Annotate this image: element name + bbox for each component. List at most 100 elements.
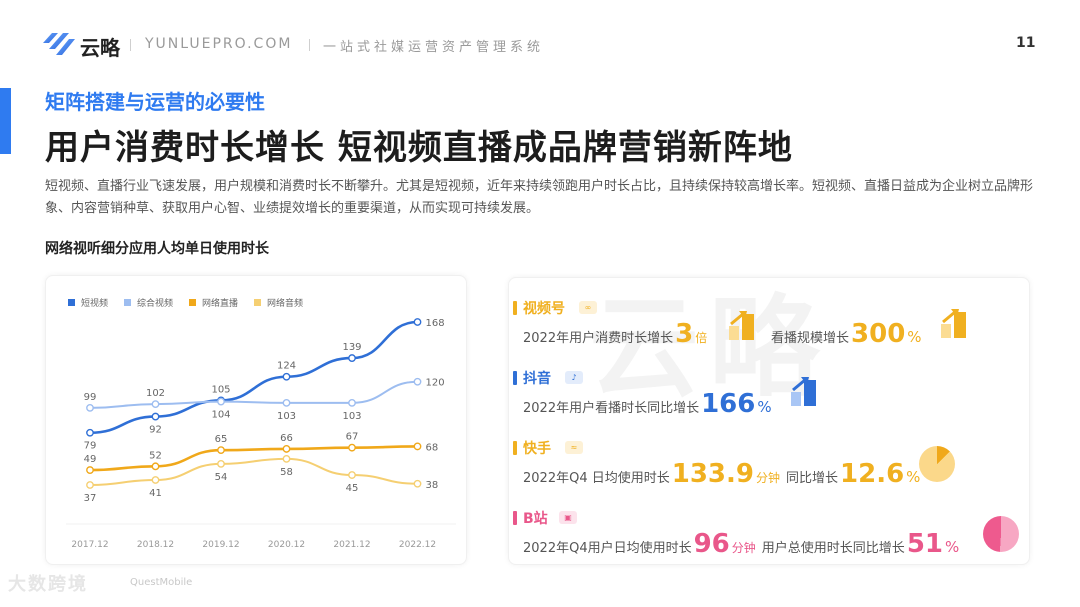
data-label: 104 xyxy=(211,410,230,421)
data-label: 139 xyxy=(342,342,361,353)
legend-item: 短视频 xyxy=(68,296,108,309)
chart-legend: 短视频 综合视频 网络直播 网络音频 xyxy=(68,296,303,309)
platform-marker xyxy=(513,511,517,525)
data-label: 99 xyxy=(84,392,97,403)
platform-marker xyxy=(513,371,517,385)
line-chart-card: 短视频 综合视频 网络直播 网络音频 79 92 105 124 139 168 99 102 104… xyxy=(45,275,467,565)
data-point xyxy=(86,403,94,412)
data-point xyxy=(217,459,225,468)
logo-icon xyxy=(43,33,75,55)
platform-marker xyxy=(513,301,517,315)
data-label: 79 xyxy=(84,441,97,452)
stat-unit: % xyxy=(757,398,772,416)
platform-name: 视频号 xyxy=(523,301,565,317)
data-point xyxy=(413,442,422,451)
data-label: 49 xyxy=(84,454,97,465)
section-subtitle: 矩阵搭建与运营的必要性 xyxy=(45,90,265,114)
data-point xyxy=(413,377,422,386)
platform-douyin: 抖音 ♪ 2022年用户看播时长同比增长 166 % xyxy=(509,362,1029,422)
header: 云略 YUNLUEPRO.COM 一站式社媒运营资产管理系统 11 xyxy=(0,0,1080,80)
data-label: 45 xyxy=(346,483,359,494)
pie-icon xyxy=(919,446,955,482)
kuaishou-icon: ≈ xyxy=(565,441,583,454)
description: 短视频、直播行业飞速发展，用户规模和消费时长不断攀升。尤其是短视频，近年来持续领… xyxy=(45,179,1034,216)
data-label: 65 xyxy=(215,434,228,445)
data-point xyxy=(348,471,356,479)
data-point xyxy=(86,466,94,474)
data-label: 67 xyxy=(346,432,359,443)
line-chart: 79 92 105 124 139 168 99 102 104 103 103 120 49 52 65 6… xyxy=(66,318,456,550)
stat-label: 看播规模增长 xyxy=(771,331,850,346)
x-tick-label: 2018.12 xyxy=(137,540,174,550)
data-point xyxy=(86,428,94,437)
data-label: 92 xyxy=(149,425,162,436)
data-label: 103 xyxy=(342,411,361,422)
data-point xyxy=(348,398,356,407)
growth-icon xyxy=(941,309,966,338)
watermark: 云略 xyxy=(589,284,829,412)
page-title: 用户消费时长增长 短视频直播成品牌营销新阵地 xyxy=(45,128,793,168)
platform-stats-card: 云略 视频号 ∞ 2022年用户消费时长增长 3 倍 看播规模增长 300 % … xyxy=(508,277,1030,565)
stat-value: 133.9 xyxy=(671,459,754,489)
data-point xyxy=(282,454,291,463)
stat-label: 2022年Q4用户日均使用时长 xyxy=(523,541,692,556)
platform-bilibili: B站 ▣ 2022年Q4用户日均使用时长 96 分钟 用户总使用时长同比增长 5… xyxy=(509,502,1029,562)
data-point xyxy=(217,397,225,406)
stat-unit: 分钟 xyxy=(731,541,756,555)
series-line xyxy=(89,445,418,472)
platform-stat-line: 2022年Q4用户日均使用时长 96 分钟 用户总使用时长同比增长 51 % xyxy=(523,530,965,558)
data-label: 58 xyxy=(280,467,293,478)
stat-unit: % xyxy=(906,468,921,486)
data-label: 102 xyxy=(146,388,165,399)
site-url: YUNLUEPRO.COM xyxy=(145,36,293,52)
chart-title: 网络视听细分应用人均单日使用时长 xyxy=(45,241,269,257)
data-point xyxy=(413,479,422,488)
data-label: 120 xyxy=(426,378,445,389)
stat-label: 用户总使用时长同比增长 xyxy=(761,541,905,556)
divider xyxy=(309,39,310,51)
data-source: QuestMobile xyxy=(130,577,193,588)
series-line xyxy=(89,320,418,435)
pie-icon xyxy=(983,516,1019,552)
legend-item: 网络音频 xyxy=(254,296,303,309)
data-label: 41 xyxy=(149,488,162,499)
legend-swatch xyxy=(254,299,262,306)
legend-swatch xyxy=(68,299,75,306)
data-label: 168 xyxy=(426,318,445,329)
platform-stat-line: 2022年用户看播时长同比增长 166 % xyxy=(523,390,778,418)
stat-value: 166 xyxy=(701,389,756,419)
stat-unit: % xyxy=(907,328,922,346)
x-tick-label: 2022.12 xyxy=(399,540,436,550)
platform-kuaishou: 快手 ≈ 2022年Q4 日均使用时长 133.9 分钟 同比增长 12.6 % xyxy=(509,432,1029,492)
platform-name: B站 xyxy=(523,511,548,527)
legend-label: 网络直播 xyxy=(202,299,239,309)
data-label: 38 xyxy=(426,480,439,491)
data-point xyxy=(282,445,291,453)
platform-stat-line-2: 看播规模增长 300 % xyxy=(771,320,928,348)
slogan: 一站式社媒运营资产管理系统 xyxy=(323,40,545,55)
stat-value: 12.6 xyxy=(840,459,905,489)
stat-unit: % xyxy=(945,538,960,556)
legend-label: 网络音频 xyxy=(267,299,304,309)
stat-value: 51 xyxy=(906,529,943,559)
data-label: 103 xyxy=(277,411,296,422)
stat-value: 3 xyxy=(675,319,694,349)
data-label: 54 xyxy=(215,472,228,483)
stat-value: 300 xyxy=(851,319,906,349)
platform-stat-line: 2022年用户消费时长增长 3 倍 xyxy=(523,320,713,348)
series-line xyxy=(89,380,418,409)
stat-unit: 倍 xyxy=(695,331,708,345)
legend-item: 综合视频 xyxy=(124,296,173,309)
data-point xyxy=(86,481,94,489)
data-label: 68 xyxy=(426,442,439,453)
x-tick-label: 2021.12 xyxy=(333,540,370,550)
data-label: 124 xyxy=(277,361,296,372)
platform-name: 抖音 xyxy=(523,371,551,387)
bilibili-icon: ▣ xyxy=(559,511,577,524)
stat-unit: 分钟 xyxy=(755,471,780,485)
legend-swatch xyxy=(189,299,197,306)
legend-swatch xyxy=(124,299,132,306)
platform-name: 快手 xyxy=(523,441,551,457)
data-point xyxy=(151,400,160,409)
data-point xyxy=(151,476,160,484)
